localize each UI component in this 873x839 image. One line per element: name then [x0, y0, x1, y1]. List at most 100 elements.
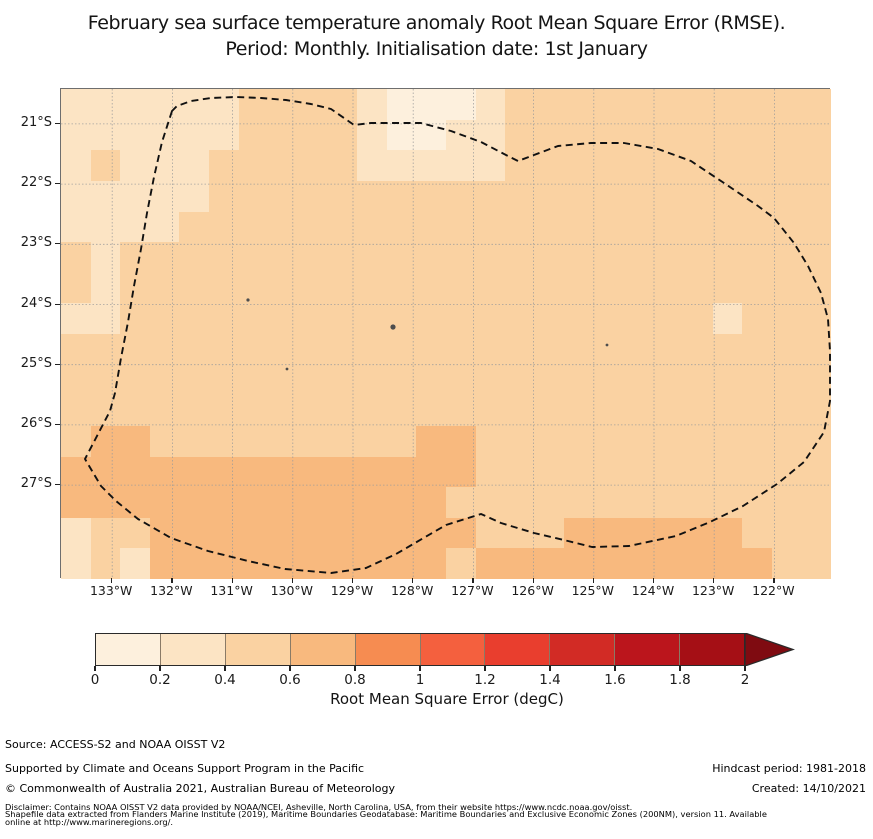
map-cell: [801, 242, 831, 274]
map-cell: [209, 272, 240, 304]
map-cell: [327, 89, 358, 121]
map-cell: [505, 395, 536, 427]
map-cell: [386, 425, 417, 458]
footer-source: Source: ACCESS-S2 and NOAA OISST V2: [5, 738, 226, 751]
map-cell: [475, 272, 506, 304]
disclaimer-line: online at http://www.marineregions.org/.: [5, 816, 174, 827]
map-cell: [564, 150, 595, 182]
map-cell: [327, 303, 358, 335]
colorbar-tick-label: 1.4: [539, 672, 561, 688]
map-cell: [534, 272, 566, 304]
map-cell: [653, 180, 684, 213]
map-cell: [61, 425, 92, 458]
map-cell: [623, 456, 654, 488]
y-axis-tick: [55, 423, 60, 426]
map-cell: [149, 364, 181, 396]
map-cell: [120, 303, 151, 335]
map-cell: [801, 487, 831, 519]
map-cell: [771, 395, 802, 427]
map-cell: [149, 548, 181, 579]
map-cell: [268, 89, 299, 121]
map-cell: [357, 364, 388, 396]
map-cell: [386, 150, 417, 182]
map-cell: [90, 89, 121, 121]
map-cell: [475, 89, 506, 121]
map-cell: [416, 150, 447, 182]
map-cell: [209, 456, 240, 488]
map-cell: [742, 272, 773, 304]
map-cell: [268, 303, 299, 335]
map-cell: [564, 211, 595, 243]
map-cell: [61, 119, 92, 151]
map-cell: [801, 334, 831, 366]
map-cell: [682, 487, 714, 519]
map-cell: [653, 425, 684, 458]
disclaimer-line: Disclaimer: Contains NOAA OISST V2 data …: [5, 802, 633, 812]
map-cell: [564, 456, 595, 488]
map-cell: [594, 364, 625, 396]
map-cell: [623, 303, 654, 335]
map-cell: [446, 242, 477, 274]
map-cell: [149, 272, 181, 304]
map-cell: [297, 272, 329, 304]
island-dot: [390, 324, 396, 330]
map-cell: [297, 242, 329, 274]
map-cell: [179, 272, 210, 304]
y-axis-tick-label: 26°S: [20, 415, 52, 431]
map-cell: [771, 334, 802, 366]
map-cell: [120, 119, 151, 151]
map-cell: [623, 180, 654, 213]
map-cell: [712, 89, 743, 121]
map-cell: [534, 517, 566, 549]
map-cell: [120, 456, 151, 488]
map-cell: [209, 517, 240, 549]
map-cell: [149, 517, 181, 549]
map-cell: [268, 272, 299, 304]
map-cell: [416, 89, 447, 121]
map-cell: [61, 487, 92, 519]
y-axis-tick-label: 24°S: [20, 295, 52, 311]
map-cell: [357, 150, 388, 182]
map-cell: [61, 395, 92, 427]
map-cell: [742, 456, 773, 488]
map-cell: [594, 242, 625, 274]
footer-created-date: Created: 14/10/2021: [751, 782, 866, 795]
map-cell: [534, 425, 566, 458]
map-cell: [297, 119, 329, 151]
map-cell: [179, 548, 210, 579]
map-cell: [61, 517, 92, 549]
map-cell: [90, 272, 121, 304]
map-cell: [801, 211, 831, 243]
map-cell: [357, 548, 388, 579]
map-cell: [446, 150, 477, 182]
map-cell: [61, 456, 92, 488]
map-cell: [238, 425, 269, 458]
map-cell: [771, 211, 802, 243]
map-cell: [623, 425, 654, 458]
map-cell: [327, 517, 358, 549]
x-axis-tick-label: 124°W: [631, 583, 675, 598]
grid-lines: [61, 89, 831, 579]
map-cell: [653, 517, 684, 549]
map-cell: [357, 487, 388, 519]
colorbar-tick: [484, 666, 486, 671]
map-cell: [475, 119, 506, 151]
map-cell: [505, 272, 536, 304]
colorbar-tick: [159, 666, 161, 671]
map-cell: [327, 150, 358, 182]
colorbar-segment: [290, 634, 356, 665]
map-cell: [209, 119, 240, 151]
map-cell: [534, 487, 566, 519]
y-axis-tick-label: 21°S: [20, 114, 52, 130]
map-cell: [594, 334, 625, 366]
map-cell: [90, 119, 121, 151]
colorbar-tick-label: 1.8: [669, 672, 691, 688]
map-cell: [386, 303, 417, 335]
map-cell: [594, 119, 625, 151]
map-cell: [327, 334, 358, 366]
map-cell: [357, 211, 388, 243]
map-cell: [446, 548, 477, 579]
x-axis-tick: [352, 578, 354, 583]
map-cell: [238, 456, 269, 488]
map-cell: [238, 334, 269, 366]
